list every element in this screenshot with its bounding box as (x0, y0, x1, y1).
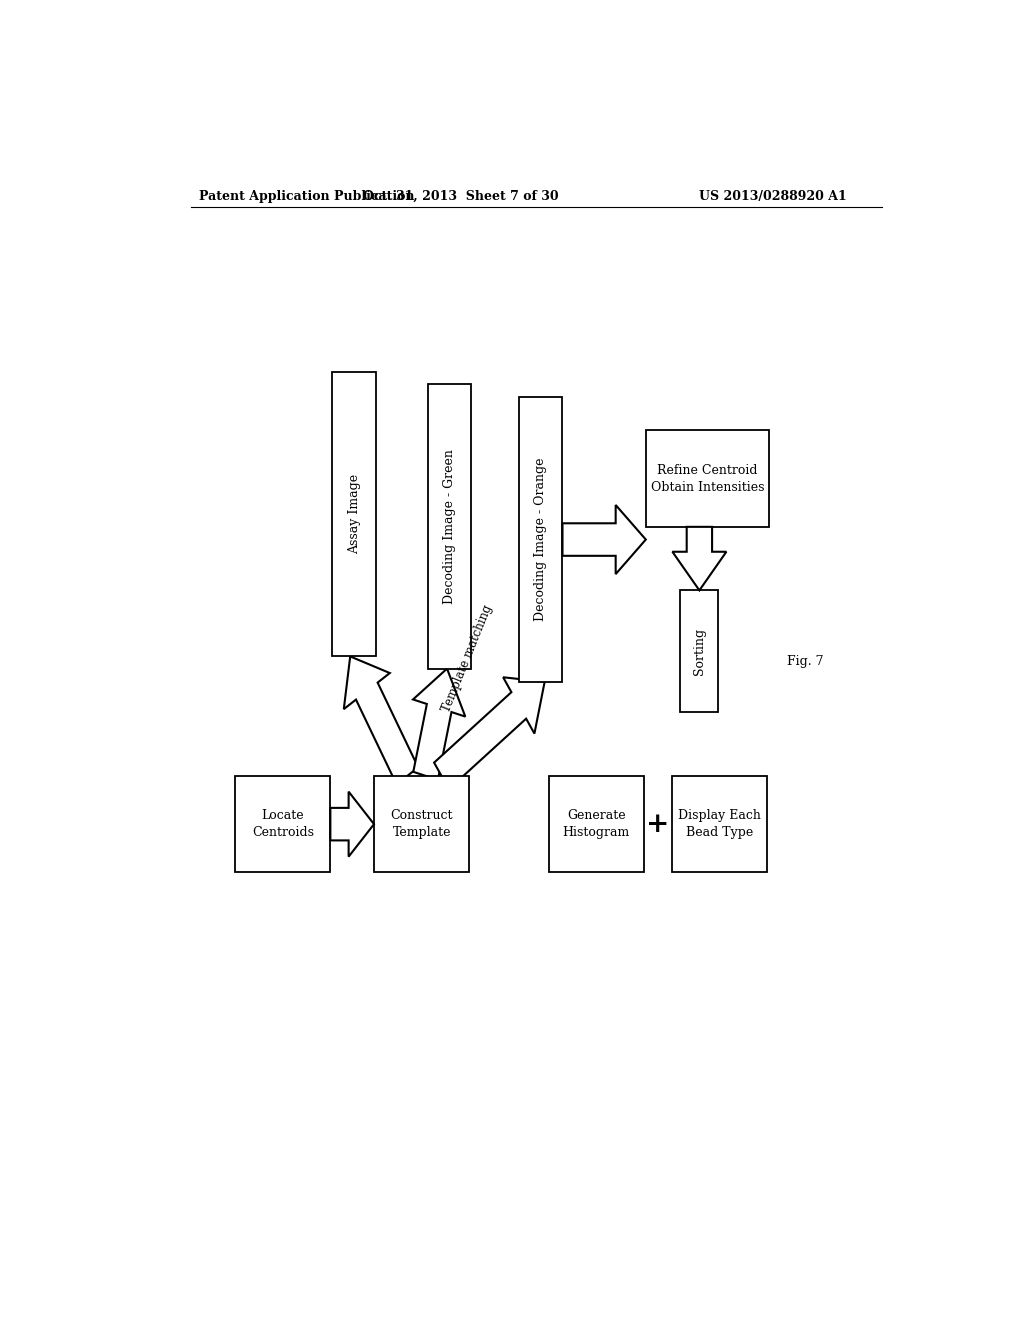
Polygon shape (673, 527, 726, 590)
FancyBboxPatch shape (428, 384, 471, 669)
Text: Fig. 7: Fig. 7 (786, 655, 823, 668)
Text: Construct
Template: Construct Template (390, 809, 453, 840)
FancyBboxPatch shape (374, 776, 469, 873)
Polygon shape (344, 656, 418, 784)
Text: Generate
Histogram: Generate Histogram (562, 809, 630, 840)
FancyBboxPatch shape (549, 776, 644, 873)
FancyBboxPatch shape (236, 776, 331, 873)
Text: Refine Centroid
Obtain Intensities: Refine Centroid Obtain Intensities (650, 463, 764, 494)
Polygon shape (562, 506, 646, 574)
FancyBboxPatch shape (333, 372, 376, 656)
FancyBboxPatch shape (672, 776, 767, 873)
FancyBboxPatch shape (519, 397, 562, 682)
Text: Patent Application Publication: Patent Application Publication (200, 190, 415, 202)
Polygon shape (413, 669, 465, 780)
Polygon shape (331, 792, 374, 857)
FancyBboxPatch shape (646, 430, 769, 527)
Text: Template matching: Template matching (440, 603, 496, 714)
Text: Decoding Image - Orange: Decoding Image - Orange (535, 458, 547, 622)
Text: Assay Image: Assay Image (348, 474, 360, 554)
Text: Oct. 31, 2013  Sheet 7 of 30: Oct. 31, 2013 Sheet 7 of 30 (364, 190, 559, 202)
Text: Decoding Image - Green: Decoding Image - Green (443, 449, 456, 603)
Text: Display Each
Bead Type: Display Each Bead Type (678, 809, 761, 840)
FancyBboxPatch shape (680, 590, 719, 713)
Text: US 2013/0288920 A1: US 2013/0288920 A1 (699, 190, 847, 202)
Text: Sorting: Sorting (693, 628, 706, 675)
Polygon shape (434, 677, 545, 789)
Text: Locate
Centroids: Locate Centroids (252, 809, 313, 840)
Text: +: + (646, 810, 670, 838)
